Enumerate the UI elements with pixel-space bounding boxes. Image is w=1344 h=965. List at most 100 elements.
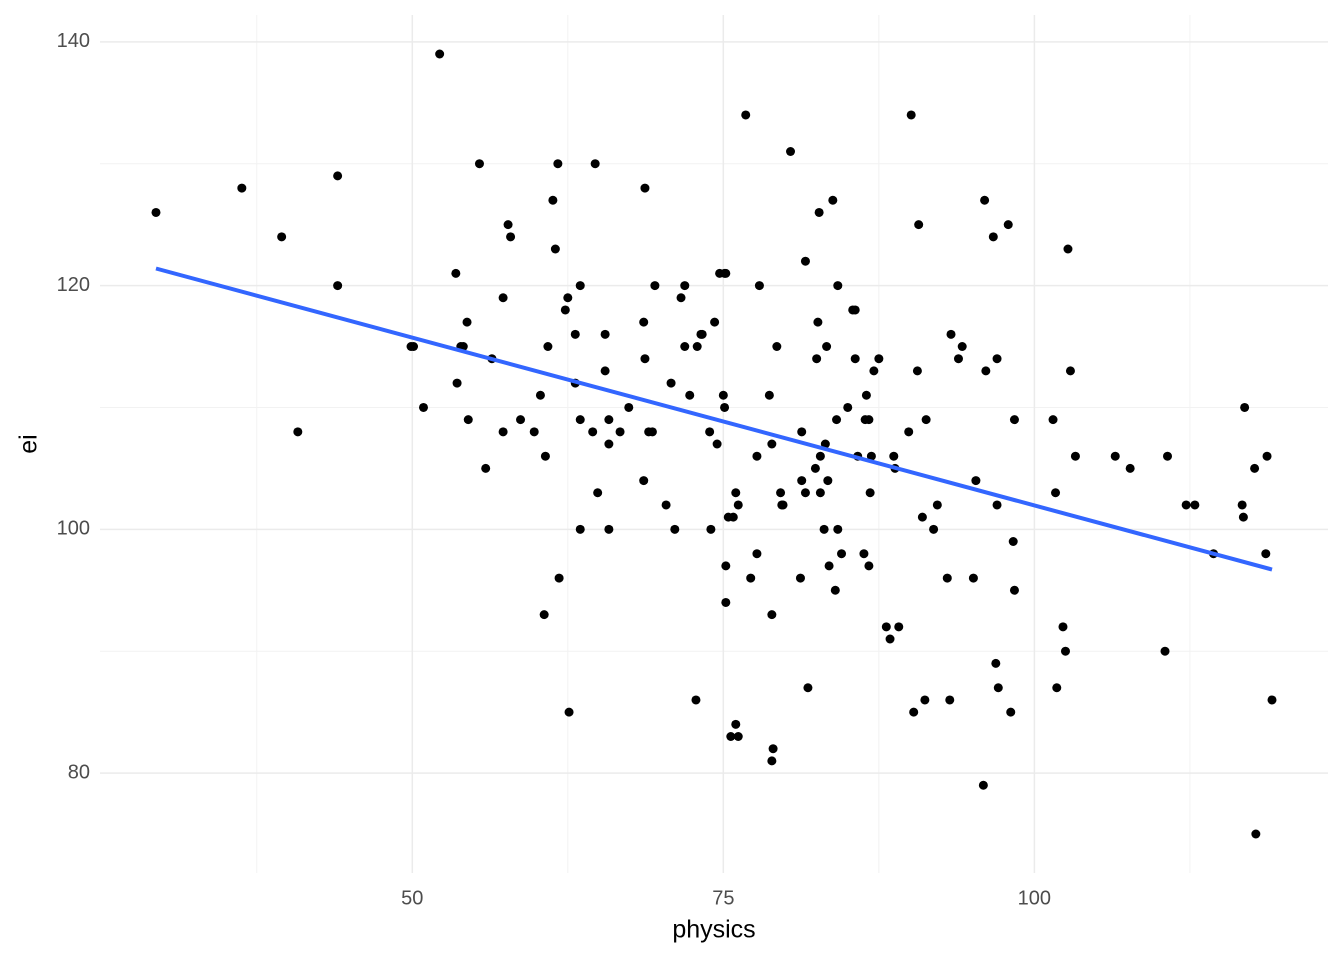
point xyxy=(588,427,598,437)
point xyxy=(945,695,955,705)
point xyxy=(640,183,650,193)
point xyxy=(535,390,545,400)
point xyxy=(850,305,860,315)
point xyxy=(1181,500,1191,510)
point xyxy=(800,256,810,266)
point xyxy=(1237,500,1247,510)
point xyxy=(697,329,707,339)
point xyxy=(819,524,829,534)
point xyxy=(1238,512,1248,522)
point xyxy=(786,147,796,156)
point xyxy=(721,268,731,278)
point xyxy=(516,415,526,425)
point xyxy=(746,573,756,583)
point xyxy=(953,354,963,364)
point xyxy=(560,305,570,315)
point xyxy=(666,378,676,388)
point xyxy=(1163,451,1173,461)
point xyxy=(850,354,860,364)
point xyxy=(1051,488,1061,498)
point xyxy=(980,195,990,205)
point xyxy=(988,232,998,242)
point xyxy=(1240,402,1250,412)
point xyxy=(1006,707,1016,717)
point xyxy=(767,756,777,766)
point xyxy=(764,390,774,400)
point xyxy=(676,293,686,303)
point xyxy=(333,281,343,291)
point xyxy=(772,342,782,351)
point xyxy=(543,342,553,351)
point xyxy=(728,512,738,522)
point xyxy=(815,451,825,461)
point xyxy=(293,427,303,437)
point xyxy=(824,561,834,571)
point xyxy=(942,573,952,583)
point xyxy=(881,622,891,632)
x-tick-label: 75 xyxy=(712,887,734,909)
point xyxy=(733,732,743,741)
point xyxy=(971,476,981,486)
point xyxy=(733,500,743,510)
point xyxy=(885,634,895,644)
point xyxy=(1009,585,1019,595)
point xyxy=(553,159,563,169)
point xyxy=(993,683,1003,693)
point xyxy=(767,610,777,620)
point xyxy=(864,561,874,571)
point xyxy=(1262,451,1272,461)
point xyxy=(563,293,573,303)
point xyxy=(463,415,473,425)
point xyxy=(803,683,813,693)
point xyxy=(752,549,762,559)
point xyxy=(991,658,1001,668)
point xyxy=(1250,463,1260,473)
point xyxy=(830,585,840,595)
point xyxy=(600,366,610,376)
point xyxy=(968,573,978,583)
point xyxy=(710,317,720,327)
point xyxy=(978,780,988,790)
point xyxy=(909,707,919,717)
point xyxy=(1009,415,1019,425)
point xyxy=(452,378,462,388)
point xyxy=(1063,244,1073,254)
point xyxy=(1160,646,1170,656)
point xyxy=(795,573,805,583)
point xyxy=(670,524,680,534)
point xyxy=(726,732,736,741)
point xyxy=(894,622,904,632)
point xyxy=(529,427,539,437)
point xyxy=(778,500,788,510)
point xyxy=(481,463,491,473)
point xyxy=(874,354,884,364)
point xyxy=(600,329,610,339)
point xyxy=(904,427,914,437)
point xyxy=(813,317,823,327)
point xyxy=(647,427,657,437)
point xyxy=(767,439,777,449)
point xyxy=(921,415,931,425)
point xyxy=(992,354,1002,364)
point xyxy=(1003,220,1013,230)
point xyxy=(650,281,660,291)
point xyxy=(575,281,585,291)
point xyxy=(462,317,472,327)
point xyxy=(1190,500,1200,510)
point xyxy=(1048,415,1058,425)
x-tick-label: 50 xyxy=(401,887,423,909)
point xyxy=(435,49,445,59)
point xyxy=(832,415,842,425)
point xyxy=(932,500,942,510)
point xyxy=(721,597,731,607)
point xyxy=(691,695,701,705)
point xyxy=(506,232,516,242)
point xyxy=(1052,683,1062,693)
point xyxy=(776,488,786,498)
point xyxy=(705,427,715,437)
point xyxy=(540,451,550,461)
point xyxy=(754,281,764,291)
point xyxy=(720,402,730,412)
point xyxy=(869,366,879,376)
